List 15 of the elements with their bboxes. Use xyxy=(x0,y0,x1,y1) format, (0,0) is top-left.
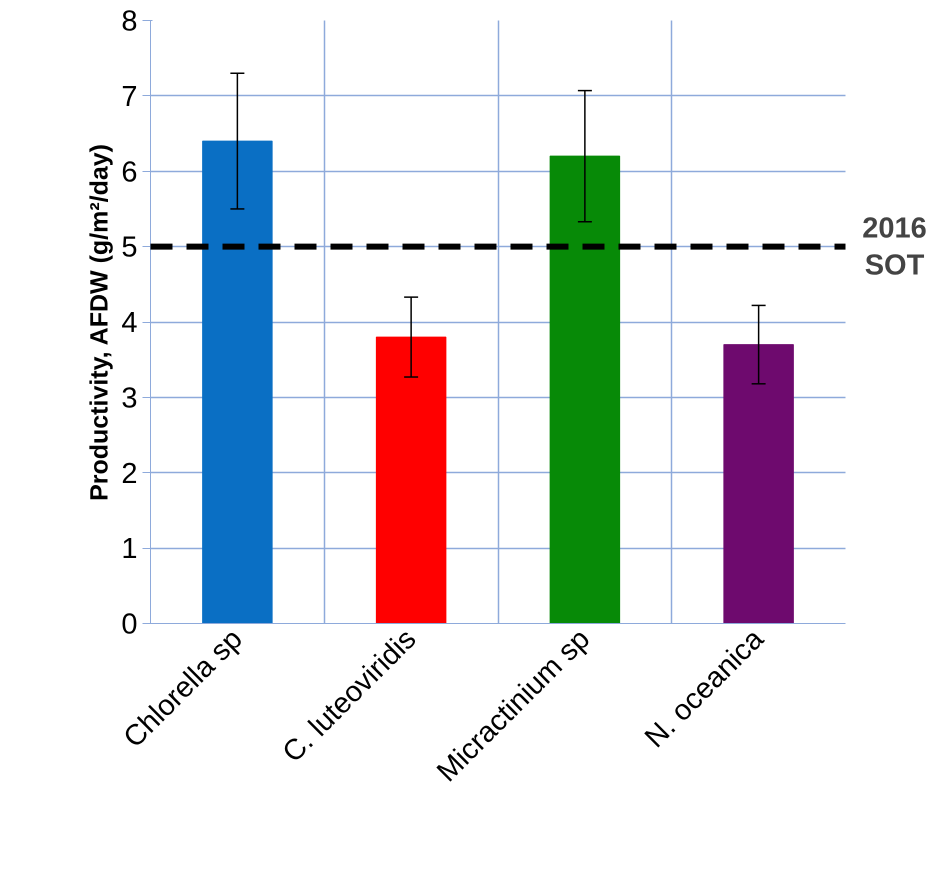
ref-line-label: 2016 SOT xyxy=(862,212,927,282)
bar xyxy=(202,140,273,624)
y-tick-label: 4 xyxy=(121,307,138,339)
y-axis-title: Productivity, AFDW (g/m²/day) xyxy=(85,144,114,501)
y-tick-label: 3 xyxy=(121,382,138,414)
y-tick-label: 0 xyxy=(121,608,138,640)
y-tick-label: 7 xyxy=(121,80,138,113)
y-tick-label: 1 xyxy=(121,533,138,566)
y-tick-label: 2 xyxy=(121,458,138,490)
bar xyxy=(550,156,620,624)
bar xyxy=(376,336,446,624)
bar xyxy=(723,344,794,624)
y-tick-label: 5 xyxy=(121,232,138,264)
y-tick-label: 8 xyxy=(121,6,138,38)
y-tick-label: 6 xyxy=(121,156,138,188)
